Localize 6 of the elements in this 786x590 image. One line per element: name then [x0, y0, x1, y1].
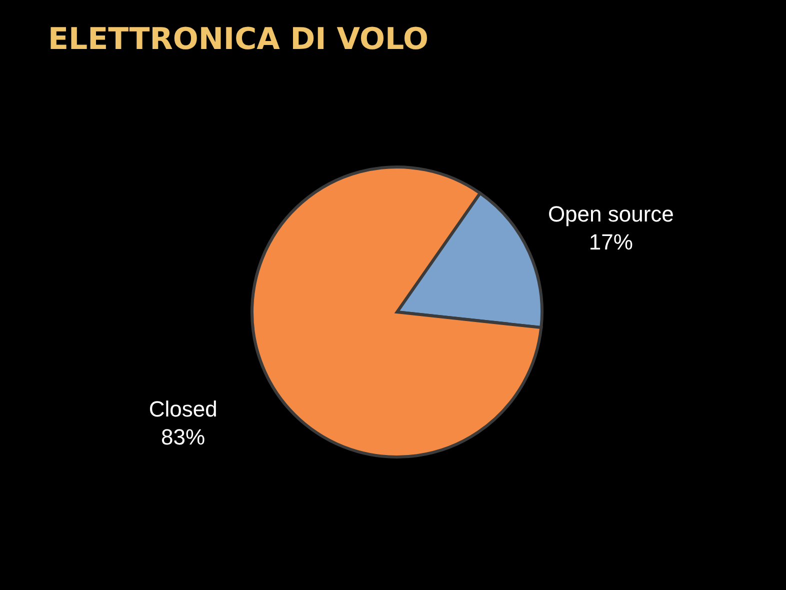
- chart-title: ELETTRONICA DI VOLO: [48, 22, 429, 57]
- pie-slice: [250, 166, 543, 458]
- data-label: 17%: [588, 230, 633, 255]
- slice-label: Open source: [548, 202, 674, 227]
- data-label: 83%: [161, 424, 206, 450]
- slice-label: Closed: [148, 396, 218, 422]
